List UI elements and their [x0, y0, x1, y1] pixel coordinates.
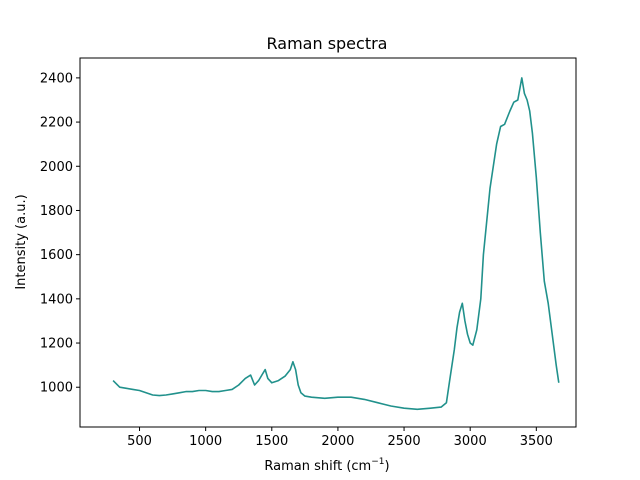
y-tick-label: 1200	[40, 337, 73, 352]
x-tick-label: 3000	[454, 434, 487, 449]
x-axis-label-superscript: −1	[371, 457, 384, 467]
x-tick-label: 500	[127, 434, 152, 449]
y-tick-label: 1600	[40, 248, 73, 263]
y-tick-label: 2000	[40, 160, 73, 175]
x-axis-label: Raman shift (cm−1)	[264, 457, 389, 474]
y-tick-label: 1400	[40, 292, 73, 307]
y-axis-label: Intensity (a.u.)	[14, 194, 29, 289]
x-tick-label: 2500	[388, 434, 421, 449]
y-axis-ticks: 1000 1200 1400 1600 1800 2000 2200 2400	[40, 71, 80, 396]
x-tick-label: 1000	[189, 434, 222, 449]
x-tick-label: 3500	[520, 434, 553, 449]
y-tick-label: 1000	[40, 381, 73, 396]
x-axis-label-close: )	[385, 459, 390, 474]
x-tick-label: 2000	[321, 434, 354, 449]
y-tick-label: 2400	[40, 71, 73, 86]
series-line	[112, 77, 560, 411]
y-tick-label: 1800	[40, 204, 73, 219]
plot-area	[79, 57, 577, 428]
y-tick-label: 2200	[40, 116, 73, 131]
axes-frame	[79, 57, 577, 428]
x-tick-label: 1500	[255, 434, 288, 449]
chart-title: Raman spectra	[267, 34, 388, 53]
x-axis-ticks: 500 1000 1500 2000 2500 3000 3500	[127, 427, 553, 449]
